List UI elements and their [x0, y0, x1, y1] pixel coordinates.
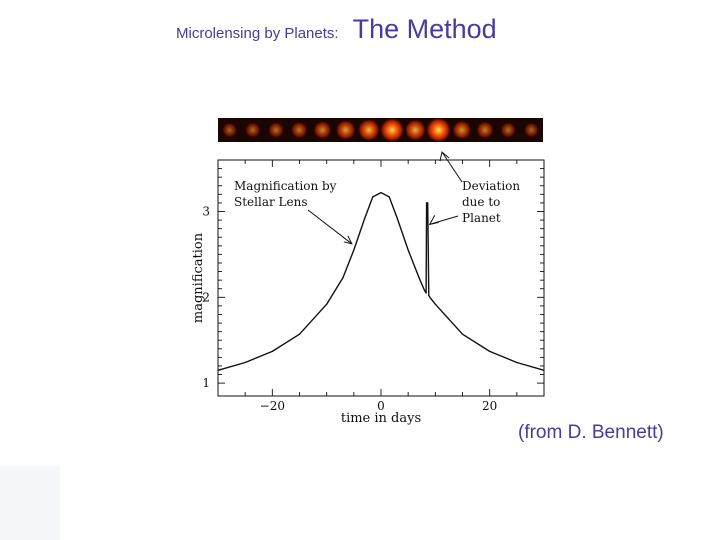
lens-frame-blob — [221, 122, 238, 138]
annotation-planet-text: Deviation — [462, 179, 520, 193]
lensing-image-strip-svg — [218, 118, 543, 142]
y-tick-label: 1 — [202, 376, 210, 390]
annotation-planet-arrowhead — [428, 215, 439, 226]
lens-frame-blob — [476, 121, 494, 139]
light-curve-point — [364, 217, 366, 219]
y-axis-label: magnification — [191, 232, 206, 323]
slide-title-row: Microlensing by Planets: The Method — [176, 14, 497, 45]
light-curve-chart-svg: −20 0 20 1 2 3 time in days magnification Magnif… — [191, 151, 545, 426]
lens-frame-blob — [451, 120, 472, 140]
annotation-stellar-lens-arrowhead — [343, 235, 353, 245]
lens-frame-blob — [500, 121, 517, 139]
light-curve-point — [217, 369, 219, 371]
light-curve-point — [428, 294, 430, 297]
lens-frame-blob — [404, 118, 427, 142]
x-tick-label: 20 — [482, 399, 497, 413]
annotation-strip-arrowhead — [439, 151, 450, 162]
lens-frame-blob — [335, 119, 357, 141]
light-curve-chart: −20 0 20 1 2 3 time in days magnification Magnif… — [190, 151, 552, 430]
lens-frame-blob — [425, 118, 452, 142]
light-curve-point — [543, 369, 545, 371]
figure-credit: (from D. Bennett) — [518, 422, 664, 443]
lensing-image-strip — [218, 118, 543, 142]
light-curve-point — [426, 202, 428, 204]
x-axis-label: time in days — [341, 411, 421, 426]
lens-frame-blob — [267, 121, 285, 139]
corner-shade — [0, 466, 60, 540]
annotation-planet-text: due to — [462, 195, 500, 209]
light-curve-point — [326, 303, 328, 305]
lens-frame-blob — [357, 118, 381, 142]
slide-subtitle: Microlensing by Planets: — [176, 25, 339, 42]
light-curve-point — [489, 350, 491, 352]
light-curve-point — [396, 217, 398, 219]
lens-frame-blob — [313, 120, 332, 140]
light-curve-point — [461, 333, 464, 335]
x-tick-label: 0 — [377, 399, 385, 413]
light-curve-point — [271, 350, 273, 352]
light-curve-point — [244, 361, 246, 364]
light-curve-point — [427, 202, 429, 204]
lens-frame-blob — [523, 122, 540, 138]
lens-frame-blob — [290, 121, 308, 139]
annotation-stellar-lens-arrow — [307, 209, 353, 245]
x-tick-label: −20 — [260, 399, 285, 413]
light-curve-point — [429, 296, 431, 298]
annotation-stellar-lens-text: Magnification by — [234, 179, 337, 193]
y-tick-label: 2 — [202, 290, 210, 304]
lens-frame-blob — [379, 118, 405, 142]
light-curve-point — [353, 249, 355, 251]
light-curve-point — [380, 192, 382, 194]
light-curve-point — [516, 361, 518, 364]
light-curve-point — [407, 249, 409, 251]
light-curve-point — [298, 333, 301, 335]
light-curve-point — [434, 303, 436, 305]
annotation-strip-arrow — [441, 151, 463, 183]
lens-frame-blob — [244, 122, 261, 138]
light-curve-point — [388, 196, 390, 198]
y-tick-label: 3 — [202, 204, 210, 218]
light-curve-point — [342, 276, 344, 279]
slide-title: The Method — [352, 14, 497, 44]
annotation-planet-text: Planet — [462, 211, 501, 225]
light-curve-point — [425, 292, 427, 294]
light-curve-point — [423, 289, 426, 292]
annotation-stellar-lens-text: Stellar Lens — [234, 195, 307, 209]
light-curve-point — [418, 276, 420, 279]
light-curve-point — [372, 196, 374, 198]
